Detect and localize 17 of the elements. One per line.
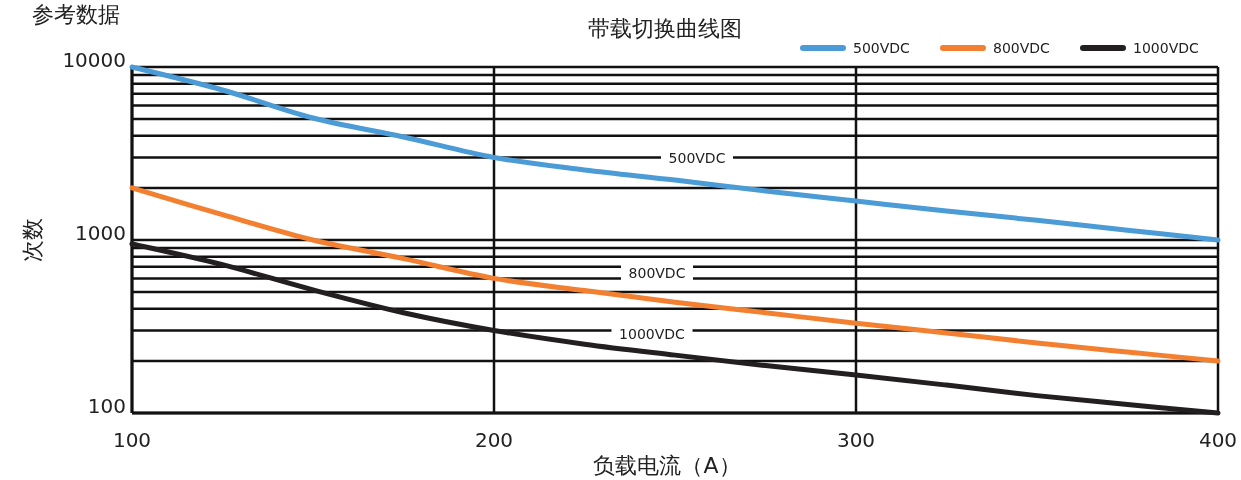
chart-title: 带载切换曲线图 — [588, 16, 742, 41]
legend-label: 800VDC — [993, 40, 1051, 56]
annotation: 800VDC — [628, 265, 686, 281]
y-tick-label: 1000 — [75, 221, 126, 245]
x-tick-label: 200 — [474, 428, 514, 452]
x-tick-label: 300 — [836, 428, 876, 452]
y-axis-title: 次数 — [20, 218, 45, 262]
y-tick-label: 100 — [87, 394, 126, 418]
x-axis-title: 负载电流（A） — [593, 453, 741, 478]
text: 参考数据 — [32, 2, 120, 27]
legend-label: 500VDC — [853, 40, 911, 56]
x-tick-label: 400 — [1198, 428, 1238, 452]
annotation: 500VDC — [668, 150, 726, 166]
x-tick-label: 100 — [112, 428, 152, 452]
annotation: 1000VDC — [619, 326, 686, 342]
legend-label: 1000VDC — [1133, 40, 1199, 56]
y-tick-label: 10000 — [62, 48, 126, 72]
